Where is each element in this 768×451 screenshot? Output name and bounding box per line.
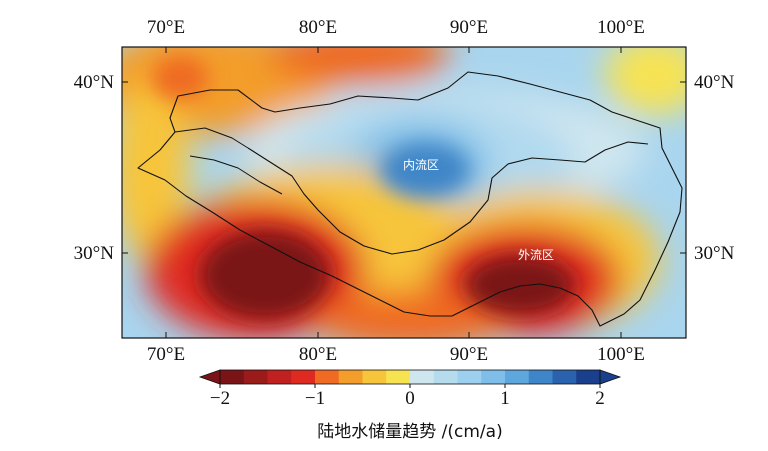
- colorbar-swatch: [243, 370, 268, 384]
- lon-label-bottom-90: 90°E: [450, 344, 488, 365]
- colorbar-swatch: [528, 370, 553, 384]
- colorbar-swatch: [457, 370, 482, 384]
- colorbar-extend-low: [198, 369, 221, 385]
- colorbar-swatch: [291, 370, 316, 384]
- colorbar-tick-labels: −2 −1 0 1 2: [210, 388, 605, 409]
- lat-label-right-40: 40°N: [694, 72, 735, 93]
- region-label-exorheic: 外流区: [518, 248, 554, 262]
- colorbar-swatch: [433, 370, 458, 384]
- lat-label-left-30: 30°N: [74, 243, 115, 264]
- colorbar-swatch: [552, 370, 577, 384]
- lat-label-left-40: 40°N: [74, 72, 115, 93]
- lon-label-bottom-80: 80°E: [299, 344, 337, 365]
- sub-basin-boundary: [174, 127, 283, 195]
- colorbar-swatch: [481, 370, 506, 384]
- lon-label-bottom-70: 70°E: [147, 344, 185, 365]
- colorbar-title: 陆地水储量趋势 /(cm/a): [317, 422, 502, 442]
- drainage-divide: [247, 141, 649, 255]
- colorbar-swatch: [220, 370, 245, 384]
- colorbar-swatch: [362, 370, 387, 384]
- colorbar-swatch: [505, 370, 530, 384]
- trend-field: [122, 47, 686, 338]
- region-label-endorheic: 内流区: [403, 158, 439, 172]
- lat-label-right-30: 30°N: [694, 243, 735, 264]
- lon-label-top-90: 90°E: [450, 17, 488, 38]
- colorbar-extend-high: [599, 369, 622, 385]
- colorbar-swatch: [576, 370, 601, 384]
- lon-ticks-bottom: 70°E 80°E 90°E 100°E: [147, 332, 645, 365]
- colorbar-swatch: [315, 370, 340, 384]
- lon-label-bottom-100: 100°E: [597, 344, 645, 365]
- lon-label-top-100: 100°E: [597, 17, 645, 38]
- colorbar-swatch: [386, 370, 411, 384]
- colorbar: [198, 369, 622, 388]
- colorbar-label-0: 0: [405, 388, 415, 409]
- map-frame: [121, 46, 687, 339]
- lon-ticks-top: 70°E 80°E 90°E 100°E: [147, 17, 645, 53]
- lat-ticks: 40°N 30°N 40°N 30°N: [74, 72, 735, 264]
- colorbar-swatch: [267, 370, 292, 384]
- basin-boundary: [137, 71, 683, 327]
- lon-label-top-80: 80°E: [299, 17, 337, 38]
- lon-label-top-70: 70°E: [147, 17, 185, 38]
- colorbar-label-neg1: −1: [305, 388, 325, 409]
- colorbar-swatch: [338, 370, 363, 384]
- colorbar-label-2: 2: [595, 388, 605, 409]
- colorbar-label-1: 1: [500, 388, 510, 409]
- colorbar-label-neg2: −2: [210, 388, 230, 409]
- colorbar-swatch: [410, 370, 435, 384]
